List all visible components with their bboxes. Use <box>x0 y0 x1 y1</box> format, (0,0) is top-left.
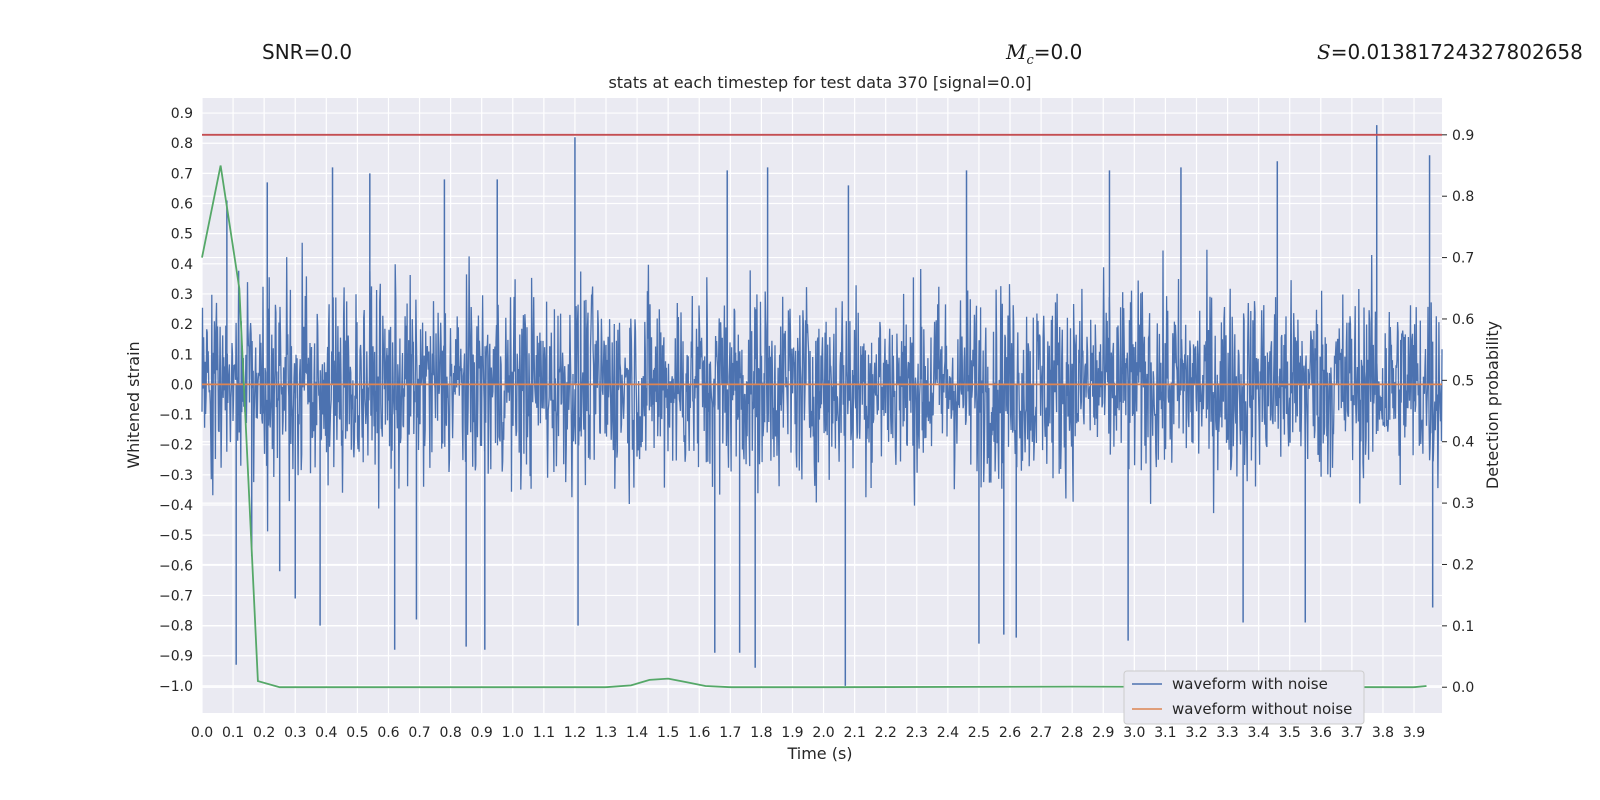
y-tick-label: −1.0 <box>159 679 193 695</box>
x-tick-label: 0.7 <box>408 725 430 741</box>
y-tick-label: 0.3 <box>171 287 193 303</box>
y2-tick-label: 0.6 <box>1452 312 1474 328</box>
y-axis-label: Whitened strain <box>124 341 143 468</box>
x-tick-label: 3.2 <box>1185 725 1207 741</box>
x-tick-label: 3.9 <box>1403 725 1425 741</box>
x-tick-label: 0.8 <box>439 725 461 741</box>
x-tick-label: 2.8 <box>1061 725 1083 741</box>
y-tick-label: −0.4 <box>159 498 193 514</box>
y2-tick-label: 0.1 <box>1452 619 1474 635</box>
x-tick-label: 3.0 <box>1123 725 1145 741</box>
y-tick-label: 0.4 <box>171 257 193 273</box>
x-tick-label: 0.4 <box>315 725 337 741</box>
legend-entry-clean: waveform without noise <box>1172 700 1352 718</box>
x-axis-label: Time (s) <box>786 744 852 763</box>
x-tick-label: 1.7 <box>719 725 741 741</box>
noise-waveform-line <box>201 242 1443 532</box>
x-tick-label: 1.4 <box>626 725 648 741</box>
x-tick-label: 3.4 <box>1248 725 1270 741</box>
x-tick-label: 1.3 <box>595 725 617 741</box>
y-tick-label: 0.6 <box>171 197 193 213</box>
y2-axis-label: Detection probability <box>1483 321 1502 489</box>
x-tick-label: 3.5 <box>1279 725 1301 741</box>
y2-tick-label: 0.9 <box>1452 128 1474 144</box>
y-tick-label: 0.9 <box>171 106 193 122</box>
x-tick-label: 0.1 <box>222 725 244 741</box>
snr-annotation: SNR=0.0 <box>262 40 353 64</box>
chirp-mass-annotation: Mc=0.0 <box>1006 40 1083 68</box>
x-tick-label: 3.8 <box>1372 725 1394 741</box>
y2-tick-label: 0.8 <box>1452 189 1474 205</box>
legend: waveform with noise waveform without noi… <box>1123 670 1365 725</box>
y2-tick-label: 0.2 <box>1452 557 1474 573</box>
detection-probability-line <box>201 165 1427 689</box>
y2-tick-label: 0.0 <box>1452 680 1474 696</box>
legend-box <box>1123 670 1365 725</box>
x-tick-label: 1.8 <box>750 725 772 741</box>
x-tick-label: 1.5 <box>657 725 679 741</box>
y-tick-label: −0.3 <box>159 468 193 484</box>
x-tick-label: 2.3 <box>906 725 928 741</box>
x-tick-label: 2.0 <box>812 725 834 741</box>
legend-entry-noise: waveform with noise <box>1172 675 1328 693</box>
x-tick-label: 2.6 <box>999 725 1021 741</box>
y-tick-label: −0.6 <box>159 558 193 574</box>
x-tick-label: 2.7 <box>1030 725 1052 741</box>
x-tick-label: 3.6 <box>1310 725 1332 741</box>
tick-labels: 0.0 0.1 0.2 0.3 0.4 0.5 0.6 0.7 0.8 0.9 1.0 1.1 1.2 1… <box>159 106 1474 741</box>
x-tick-label: 3.7 <box>1341 725 1363 741</box>
x-tick-label: 2.4 <box>937 725 959 741</box>
x-tick-label: 1.9 <box>781 725 803 741</box>
x-tick-label: 0.5 <box>346 725 368 741</box>
y-tick-label: 0.0 <box>171 377 193 393</box>
y-tick-label: −0.2 <box>159 438 193 454</box>
chart-title: stats at each timestep for test data 370… <box>608 73 1031 92</box>
x-tick-label: 2.9 <box>1092 725 1114 741</box>
x-tick-label: 1.6 <box>688 725 710 741</box>
y-tick-label: 0.8 <box>171 136 193 152</box>
y-tick-label: −0.7 <box>159 588 193 604</box>
y2-tick-label: 0.4 <box>1452 435 1474 451</box>
x-tick-label: 1.2 <box>564 725 586 741</box>
x-tick-label: 0.0 <box>191 725 213 741</box>
y2-tick-label: 0.3 <box>1452 496 1474 512</box>
x-tick-label: 3.1 <box>1154 725 1176 741</box>
series-lines <box>201 133 1442 689</box>
x-tick-label: 0.3 <box>284 725 306 741</box>
x-tick-label: 1.1 <box>533 725 555 741</box>
x-tick-label: 1.0 <box>502 725 524 741</box>
y2-tick-label: 0.5 <box>1452 373 1474 389</box>
series-waveform-with-noise <box>201 125 1443 686</box>
x-tick-label: 2.1 <box>843 725 865 741</box>
y-tick-label: −0.5 <box>159 528 193 544</box>
x-tick-label: 2.2 <box>875 725 897 741</box>
x-tick-label: 0.9 <box>471 725 493 741</box>
statistic-annotation: S=0.01381724327802658 <box>1317 40 1583 64</box>
x-tick-label: 2.5 <box>968 725 990 741</box>
y-tick-label: −0.8 <box>159 619 193 635</box>
y-tick-label: 0.7 <box>171 166 193 182</box>
y-tick-label: 0.5 <box>171 227 193 243</box>
y-tick-label: 0.2 <box>171 317 193 333</box>
x-tick-label: 0.2 <box>253 725 275 741</box>
x-tick-label: 3.3 <box>1216 725 1238 741</box>
y-tick-label: −0.9 <box>159 649 193 665</box>
x-tick-label: 0.6 <box>377 725 399 741</box>
y-tick-label: −0.1 <box>159 408 193 424</box>
y2-tick-label: 0.7 <box>1452 251 1474 267</box>
y-tick-label: 0.1 <box>171 347 193 363</box>
